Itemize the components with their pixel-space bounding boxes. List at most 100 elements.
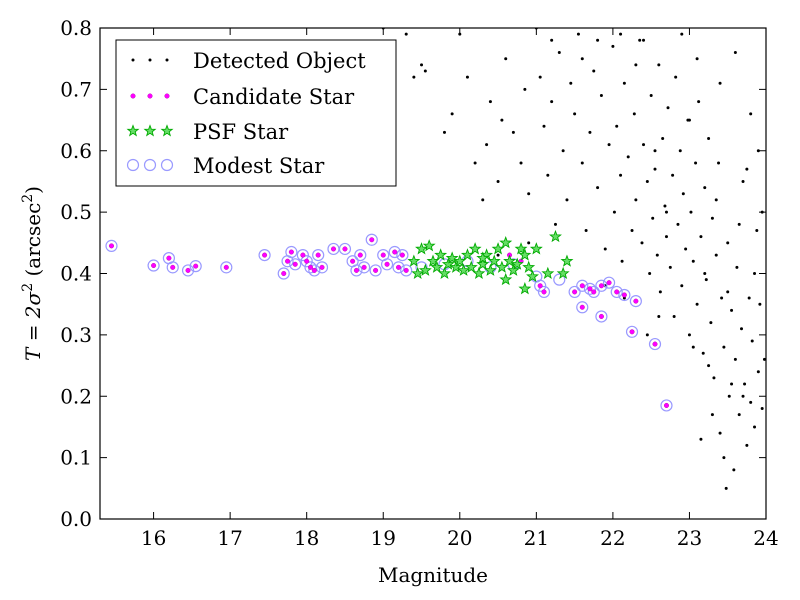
point-detected-object-124 bbox=[680, 32, 684, 36]
point-psf-star-39 bbox=[476, 251, 490, 264]
point-candidate-star-41 bbox=[606, 280, 612, 286]
point-psf-star-32 bbox=[529, 242, 543, 255]
point-detected-object-121 bbox=[749, 112, 753, 116]
point-detected-object-34 bbox=[588, 130, 592, 134]
point-detected-object-13 bbox=[496, 179, 500, 183]
point-detected-object-1 bbox=[404, 32, 408, 36]
point-psf-star-36 bbox=[560, 254, 574, 267]
point-candidate-star-26 bbox=[380, 252, 386, 258]
point-detected-object-35 bbox=[592, 69, 596, 73]
point-modest-star-43 bbox=[595, 279, 608, 292]
point-modest-star-39 bbox=[568, 285, 581, 299]
series-psf-star bbox=[407, 229, 574, 295]
point-psf-star-15 bbox=[464, 260, 478, 273]
point-detected-object-112 bbox=[758, 302, 762, 306]
legend-marker-2-0 bbox=[126, 124, 140, 137]
point-candidate-star-2 bbox=[166, 255, 172, 261]
point-modest-star-52 bbox=[660, 399, 673, 412]
point-candidate-star-47 bbox=[579, 304, 585, 310]
point-candidate-star-43 bbox=[621, 292, 627, 298]
point-candidate-star-19 bbox=[342, 246, 348, 252]
point-detected-object-70 bbox=[678, 149, 682, 153]
point-detected-object-44 bbox=[620, 259, 624, 263]
point-detected-object-106 bbox=[747, 296, 751, 300]
point-detected-object-14 bbox=[500, 118, 504, 122]
point-candidate-star-20 bbox=[350, 258, 356, 264]
point-modest-star-49 bbox=[595, 310, 608, 323]
point-detected-object-8 bbox=[465, 75, 469, 79]
point-detected-object-51 bbox=[640, 241, 644, 245]
point-modest-star-10 bbox=[285, 245, 298, 259]
point-candidate-star-5 bbox=[193, 263, 199, 269]
point-candidate-star-24 bbox=[369, 237, 375, 243]
point-psf-star-14 bbox=[460, 248, 474, 261]
point-detected-object-38 bbox=[603, 247, 607, 251]
point-psf-star-18 bbox=[476, 257, 490, 270]
point-detected-object-148 bbox=[726, 290, 730, 294]
data-layer bbox=[105, 28, 766, 490]
legend-marker-2-2 bbox=[160, 124, 174, 137]
point-psf-star-29 bbox=[518, 248, 532, 261]
point-detected-object-118 bbox=[642, 38, 646, 42]
point-detected-object-131 bbox=[657, 314, 661, 318]
point-detected-object-137 bbox=[710, 413, 714, 417]
point-detected-object-105 bbox=[745, 443, 749, 447]
point-detected-object-6 bbox=[450, 112, 454, 116]
x-tick-label-4: 20 bbox=[447, 526, 472, 550]
point-detected-object-22 bbox=[542, 124, 546, 128]
point-detected-object-107 bbox=[749, 400, 753, 404]
point-detected-object-60 bbox=[658, 290, 662, 294]
x-tick-label-6: 22 bbox=[600, 526, 625, 550]
point-detected-object-3 bbox=[420, 63, 424, 67]
point-candidate-star-14 bbox=[308, 264, 314, 270]
series-modest-star bbox=[105, 233, 673, 412]
point-detected-object-76 bbox=[689, 210, 693, 214]
point-psf-star-26 bbox=[506, 263, 520, 276]
point-detected-object-123 bbox=[695, 57, 699, 61]
point-detected-object-27 bbox=[561, 149, 565, 153]
point-modest-star-24 bbox=[365, 233, 378, 246]
point-detected-object-69 bbox=[676, 222, 680, 226]
axis-ticks: 16 17 18 19 20 21 22 23 24 0.0 0.1 0.2 0.3 0.4 0.5 0.6 0… bbox=[60, 16, 779, 550]
point-detected-object-28 bbox=[565, 198, 569, 202]
point-detected-object-21 bbox=[538, 75, 542, 79]
point-detected-object-114 bbox=[762, 357, 766, 361]
point-candidate-star-39 bbox=[591, 289, 597, 295]
point-candidate-star-22 bbox=[357, 252, 363, 258]
point-detected-object-29 bbox=[569, 81, 573, 85]
point-modest-star-45 bbox=[610, 285, 623, 299]
point-detected-object-33 bbox=[584, 229, 588, 233]
point-detected-object-136 bbox=[741, 394, 745, 398]
point-candidate-star-37 bbox=[579, 283, 585, 289]
point-detected-object-117 bbox=[634, 63, 638, 67]
point-detected-object-59 bbox=[657, 63, 661, 67]
point-modest-star-40 bbox=[576, 279, 589, 292]
point-detected-object-143 bbox=[714, 198, 718, 202]
point-detected-object-80 bbox=[697, 100, 701, 104]
point-detected-object-42 bbox=[615, 124, 619, 128]
x-tick-label-2: 18 bbox=[294, 526, 319, 550]
point-detected-object-73 bbox=[684, 247, 688, 251]
point-detected-object-99 bbox=[733, 357, 737, 361]
point-modest-star-21 bbox=[350, 264, 363, 277]
point-psf-star-13 bbox=[457, 263, 471, 276]
point-detected-object-62 bbox=[663, 204, 667, 208]
point-detected-object-19 bbox=[527, 192, 531, 196]
point-detected-object-72 bbox=[681, 192, 685, 196]
point-modest-star-15 bbox=[308, 264, 321, 277]
point-detected-object-92 bbox=[720, 296, 724, 300]
point-detected-object-18 bbox=[523, 87, 527, 91]
point-detected-object-116 bbox=[619, 32, 623, 36]
point-detected-object-110 bbox=[755, 229, 759, 233]
point-modest-star-28 bbox=[388, 245, 401, 259]
point-modest-star-23 bbox=[358, 261, 371, 274]
point-candidate-star-27 bbox=[384, 261, 390, 267]
point-modest-star-22 bbox=[354, 248, 367, 262]
y-tick-label-6: 0.6 bbox=[60, 139, 92, 163]
point-psf-star-17 bbox=[472, 266, 486, 279]
y-tick-label-0: 0.0 bbox=[60, 507, 92, 531]
point-psf-star-10 bbox=[445, 251, 459, 264]
point-detected-object-94 bbox=[724, 486, 728, 490]
point-candidate-star-17 bbox=[319, 264, 325, 270]
point-candidate-star-30 bbox=[399, 252, 405, 258]
